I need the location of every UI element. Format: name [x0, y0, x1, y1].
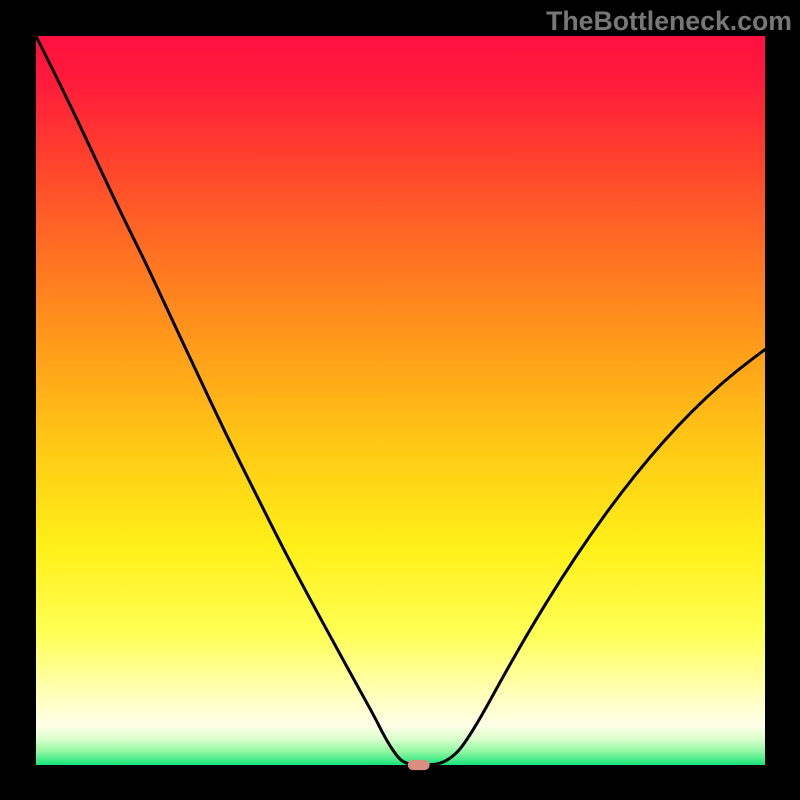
watermark-text: TheBottleneck.com: [546, 6, 792, 37]
plot-area: [36, 36, 765, 765]
bottleneck-curve: [36, 36, 765, 765]
optimum-marker: [408, 760, 430, 770]
curve-layer: [36, 36, 765, 765]
